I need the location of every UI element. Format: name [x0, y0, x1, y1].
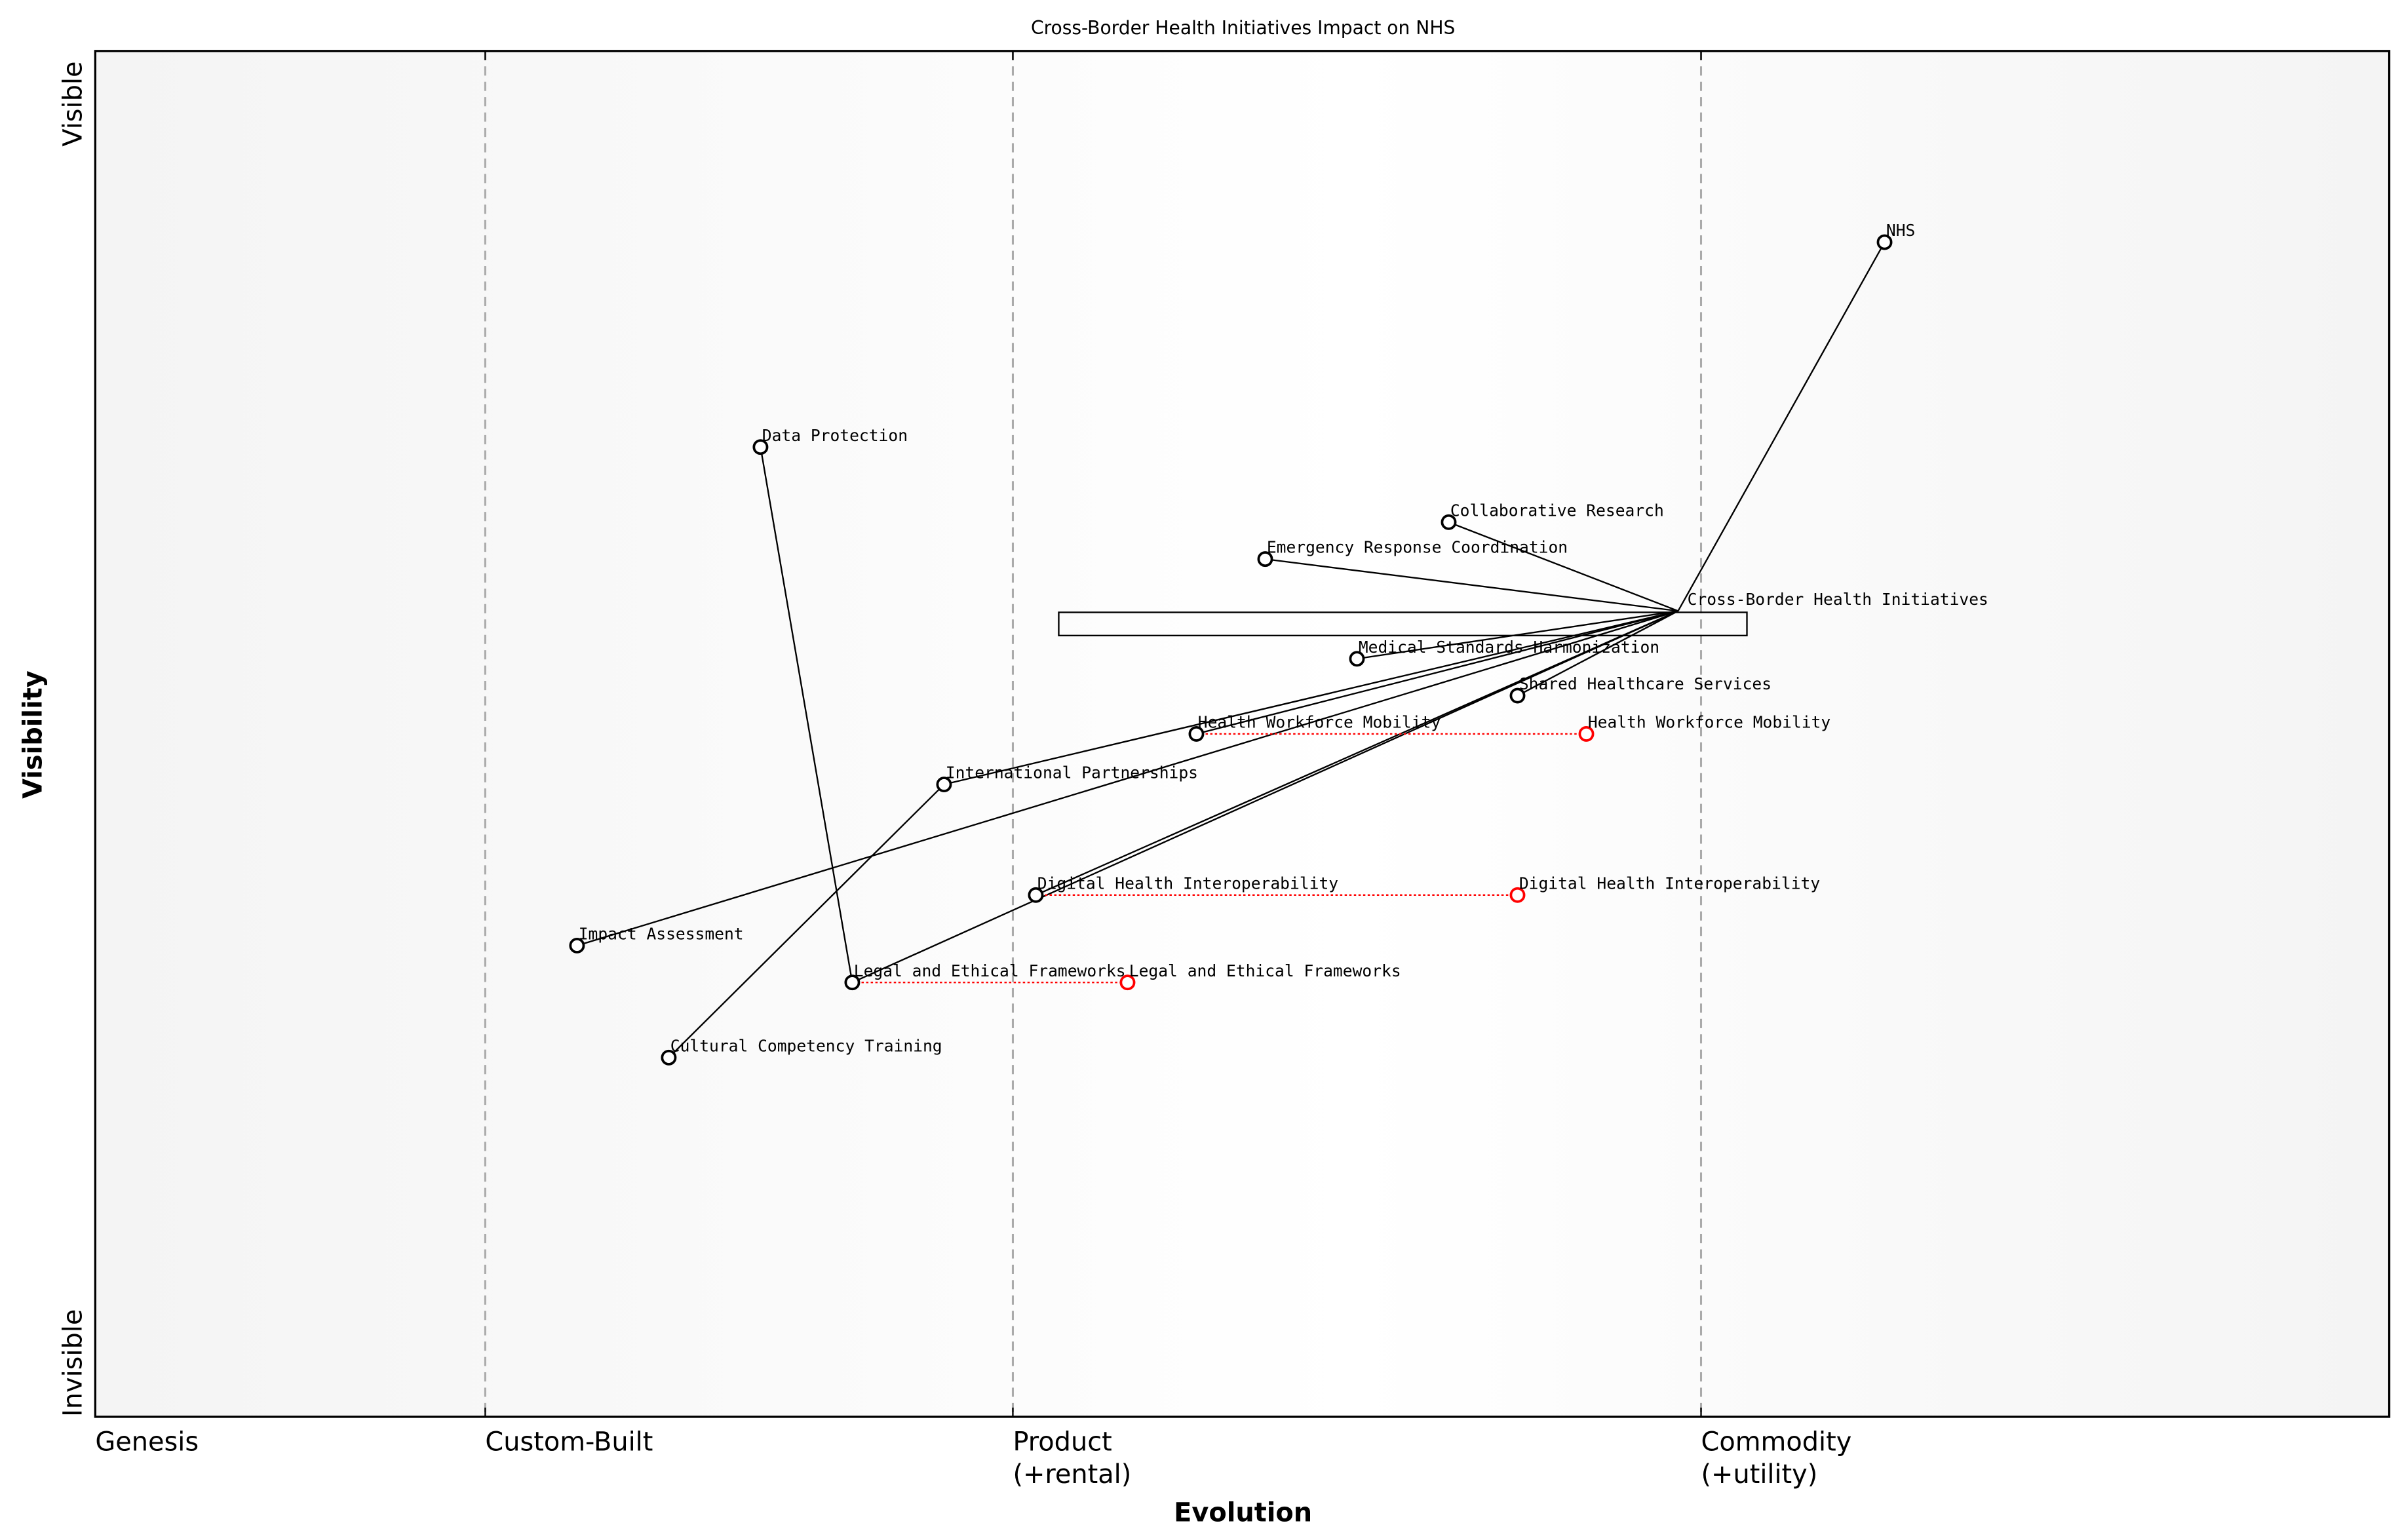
dependency-link: [668, 784, 945, 1058]
x-axis-label: Evolution: [1174, 1497, 1312, 1528]
dependency-link: [1357, 610, 1678, 660]
component-label: Shared Healthcare Services: [1519, 674, 1771, 693]
dependency-link: [577, 610, 1678, 947]
y-tick-label: Invisible: [58, 1309, 88, 1417]
dependency-link: [1517, 610, 1679, 697]
dependency-link: [1196, 610, 1678, 735]
component-marker: [936, 777, 952, 792]
component-marker: [1257, 551, 1273, 568]
component-label: Collaborative Research: [1450, 501, 1664, 520]
component-marker: [752, 439, 769, 455]
y-tick-label: Visible: [58, 61, 88, 146]
chart-title: Cross-Border Health Initiatives Impact o…: [1031, 17, 1455, 39]
dependency-link: [760, 447, 853, 983]
evolved-component-marker: [1578, 725, 1595, 742]
x-tick-label: Product (+rental): [1013, 1427, 1131, 1490]
evolved-component-label: Digital Health Interoperability: [1519, 874, 1820, 893]
dependency-link: [1265, 558, 1678, 612]
component-marker: [1188, 725, 1205, 742]
component-label: Cross-Border Health Initiatives: [1688, 590, 1988, 609]
component-marker: [1028, 887, 1044, 903]
component-marker: [1441, 514, 1457, 530]
component-label: International Partnerships: [946, 763, 1198, 782]
component-marker: [1509, 687, 1526, 704]
evolved-component-label: Health Workforce Mobility: [1588, 713, 1830, 732]
evolved-component-label: Legal and Ethical Frameworks: [1129, 961, 1401, 980]
component-label: Digital Health Interoperability: [1037, 874, 1338, 893]
evolved-component-marker: [1119, 974, 1136, 991]
dependency-link: [851, 610, 1678, 984]
component-label: Medical Standards Harmonization: [1359, 638, 1659, 657]
dependency-link: [1677, 242, 1886, 611]
component-label: Data Protection: [762, 426, 908, 445]
y-axis-label: Visibility: [18, 670, 48, 799]
component-marker: [569, 938, 585, 953]
component-label: Legal and Ethical Frameworks: [854, 961, 1126, 980]
component-label: Emergency Response Coordination: [1267, 538, 1568, 557]
evolved-component-marker: [1509, 887, 1526, 903]
component-label: Health Workforce Mobility: [1198, 713, 1441, 732]
x-tick-label: Genesis: [95, 1427, 199, 1457]
component-marker: [1876, 234, 1893, 250]
plot-background: [95, 50, 2390, 1417]
component-label: NHS: [1886, 221, 1915, 240]
component-marker: [844, 974, 861, 991]
component-label: Cultural Competency Training: [670, 1036, 942, 1055]
component-label: Impact Assessment: [579, 925, 744, 944]
dependency-link: [944, 610, 1678, 786]
x-tick-label: Custom-Built: [485, 1427, 653, 1457]
plot-frame: [94, 50, 2391, 1418]
dependency-link: [1448, 521, 1678, 612]
component-marker: [661, 1049, 677, 1066]
x-tick-label: Commodity (+utility): [1701, 1427, 1852, 1490]
pipeline-box: [1058, 611, 1748, 637]
component-marker: [1349, 651, 1365, 667]
